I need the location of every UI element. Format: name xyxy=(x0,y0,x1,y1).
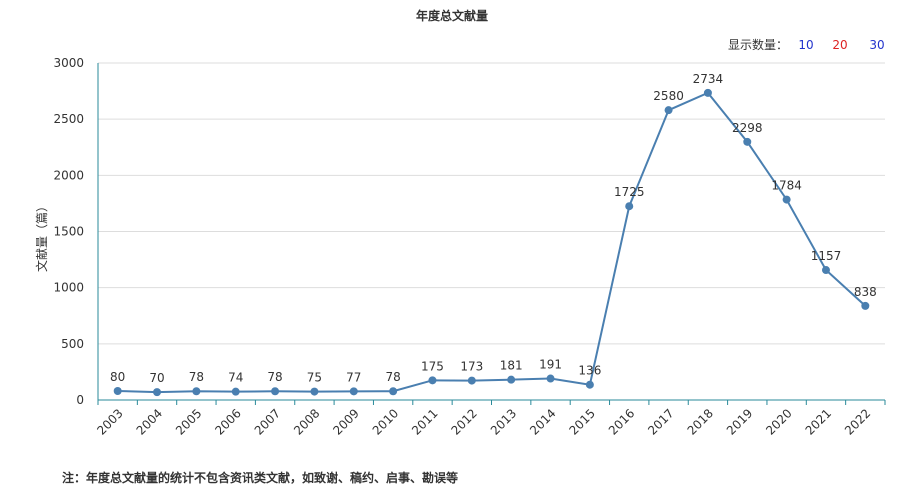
point xyxy=(585,380,594,389)
point xyxy=(625,202,634,211)
point xyxy=(349,387,358,396)
point xyxy=(271,387,280,396)
x-tick-label: 2016 xyxy=(606,406,637,437)
data-label: 77 xyxy=(346,370,361,384)
x-tick-label: 2021 xyxy=(803,406,834,437)
x-tick-label: 2014 xyxy=(527,406,558,437)
data-label: 181 xyxy=(500,359,523,373)
data-label: 136 xyxy=(578,364,601,378)
point xyxy=(703,88,712,97)
data-label: 70 xyxy=(149,371,164,385)
line xyxy=(117,91,866,394)
x-tick-label: 2017 xyxy=(645,406,676,437)
y-tick-label: 0 xyxy=(76,393,84,407)
x-tick-label: 2008 xyxy=(291,406,322,437)
data-label: 75 xyxy=(307,371,322,385)
x-tick-label: 2015 xyxy=(566,406,597,437)
x-tick-label: 2022 xyxy=(842,406,873,437)
point xyxy=(507,375,516,384)
footnote: 注：年度总文献量的统计不包含资讯类文献，如致谢、稿约、启事、勘误等 xyxy=(62,470,458,485)
data-label: 1725 xyxy=(614,185,645,199)
point xyxy=(310,387,319,396)
point xyxy=(664,106,673,115)
y-axis-label: 文献量（篇） xyxy=(34,200,49,272)
x-tick-label: 2007 xyxy=(252,406,283,437)
y-tick-label: 2500 xyxy=(53,112,84,126)
x-tick-label: 2013 xyxy=(488,406,519,437)
data-label: 2734 xyxy=(693,72,724,86)
data-label: 838 xyxy=(854,285,877,299)
point xyxy=(467,376,476,385)
option[interactable]: 30 xyxy=(869,38,884,52)
x-tick-label: 2020 xyxy=(763,406,794,437)
data-label: 78 xyxy=(267,370,282,384)
controls-label: 显示数量： xyxy=(728,37,788,52)
point xyxy=(428,376,437,385)
y-tick-label: 500 xyxy=(61,337,84,351)
x-tick-label: 2012 xyxy=(448,406,479,437)
point xyxy=(821,266,830,275)
point xyxy=(743,137,752,146)
data-label: 175 xyxy=(421,359,444,373)
x-tick-label: 2005 xyxy=(173,406,204,437)
x-tick-label: 2019 xyxy=(724,406,755,437)
x-tick-label: 2011 xyxy=(409,406,440,437)
data-label: 191 xyxy=(539,358,562,372)
y-tick-label: 3000 xyxy=(53,56,84,70)
x-tick-label: 2003 xyxy=(94,406,125,437)
point xyxy=(192,387,201,396)
point xyxy=(782,195,791,204)
y-tick-label: 1500 xyxy=(53,225,84,239)
point xyxy=(389,387,398,396)
data-label: 173 xyxy=(460,360,483,374)
data-label: 78 xyxy=(189,370,204,384)
data-label: 78 xyxy=(385,370,400,384)
y-tick-label: 2000 xyxy=(53,168,84,182)
y-tick-label: 1000 xyxy=(53,281,84,295)
point xyxy=(861,301,870,310)
point xyxy=(113,387,122,396)
x-tick-label: 2010 xyxy=(370,406,401,437)
data-label: 80 xyxy=(110,370,125,384)
option[interactable]: 10 xyxy=(798,38,813,52)
option[interactable]: 20 xyxy=(832,38,847,52)
x-tick-label: 2004 xyxy=(134,406,165,437)
data-label: 74 xyxy=(228,371,243,385)
x-tick-label: 2009 xyxy=(330,406,361,437)
point xyxy=(546,374,555,383)
data-label: 1157 xyxy=(811,249,842,263)
data-label: 2580 xyxy=(653,89,684,103)
chart-title: 年度总文献量 xyxy=(416,8,488,23)
x-tick-label: 2018 xyxy=(685,406,716,437)
point xyxy=(231,387,240,396)
point xyxy=(153,388,162,397)
x-tick-label: 2006 xyxy=(212,406,243,437)
data-label: 2298 xyxy=(732,121,763,135)
data-label: 1784 xyxy=(771,179,802,193)
